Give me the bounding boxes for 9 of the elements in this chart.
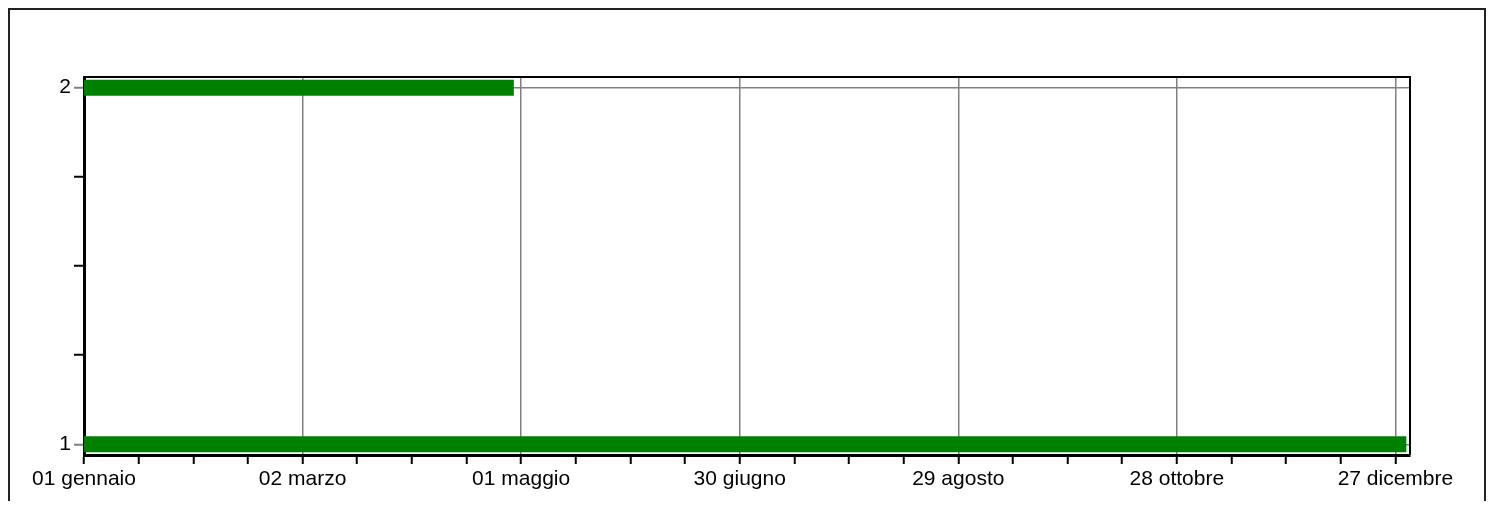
y-tick-label: 1 bbox=[59, 431, 71, 455]
x-tick-label: 29 agosto bbox=[912, 466, 1005, 490]
x-tick-label: 01 gennaio bbox=[32, 466, 136, 490]
x-tick-label: 28 ottobre bbox=[1129, 466, 1225, 490]
x-tick-label: 30 giugno bbox=[693, 466, 786, 490]
x-tick-label: 02 marzo bbox=[258, 466, 347, 490]
x-tick-label: 27 dicembre bbox=[1337, 466, 1454, 490]
y-tick-label: 2 bbox=[59, 74, 71, 98]
x-tick-label: 01 maggio bbox=[472, 466, 571, 490]
